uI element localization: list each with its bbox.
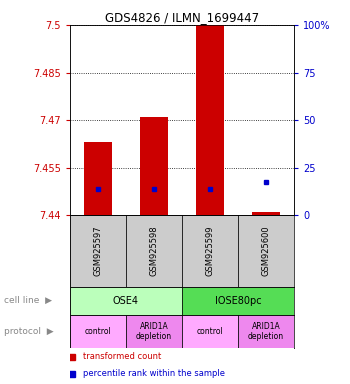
Bar: [252, 212, 280, 215]
Title: GDS4826 / ILMN_1699447: GDS4826 / ILMN_1699447: [105, 11, 259, 24]
Text: cell line  ▶: cell line ▶: [4, 296, 51, 305]
Bar: [196, 25, 224, 215]
Bar: [182, 314, 238, 348]
Bar: [70, 287, 182, 314]
Text: GSM925598: GSM925598: [149, 226, 159, 276]
Bar: [140, 117, 168, 215]
Text: GSM925597: GSM925597: [93, 226, 103, 276]
Bar: [70, 314, 126, 348]
Text: control: control: [85, 327, 111, 336]
Bar: [126, 314, 182, 348]
Bar: [70, 215, 126, 287]
Text: ARID1A
depletion: ARID1A depletion: [248, 322, 284, 341]
Bar: [182, 287, 294, 314]
Bar: [126, 215, 182, 287]
Text: GSM925600: GSM925600: [261, 226, 271, 276]
Text: IOSE80pc: IOSE80pc: [215, 296, 261, 306]
Text: OSE4: OSE4: [113, 296, 139, 306]
Text: ARID1A
depletion: ARID1A depletion: [136, 322, 172, 341]
Bar: [182, 215, 238, 287]
Text: percentile rank within the sample: percentile rank within the sample: [83, 369, 225, 378]
Text: GSM925599: GSM925599: [205, 226, 215, 276]
Bar: [84, 142, 112, 215]
Text: transformed count: transformed count: [83, 352, 162, 361]
Text: protocol  ▶: protocol ▶: [4, 327, 53, 336]
Bar: [238, 314, 294, 348]
Text: control: control: [197, 327, 223, 336]
Bar: [238, 215, 294, 287]
